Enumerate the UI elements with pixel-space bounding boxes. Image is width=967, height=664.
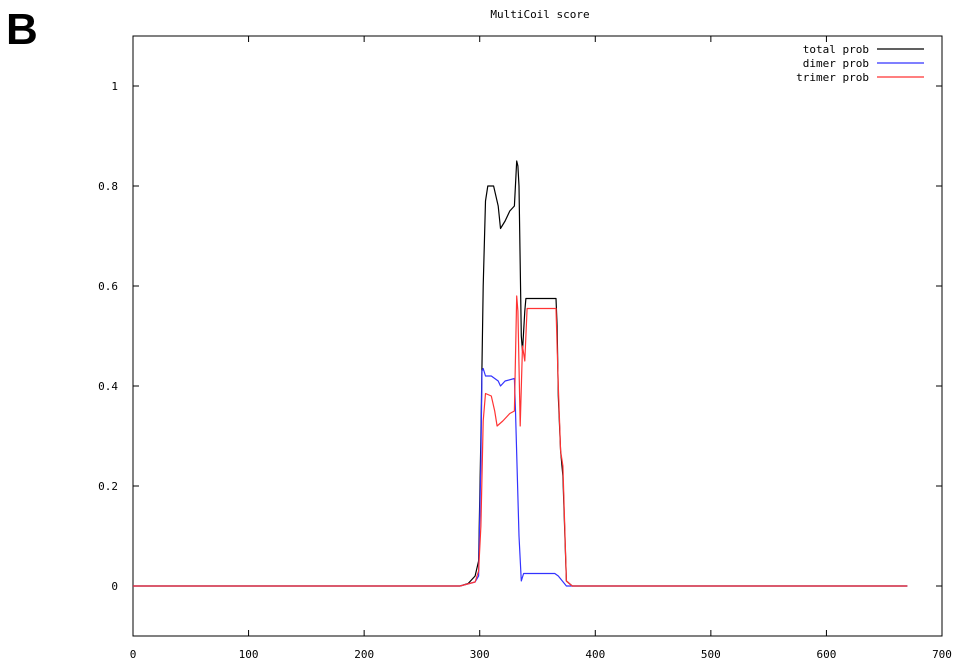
y-tick-label: 0.8 bbox=[98, 180, 118, 193]
x-tick-label: 300 bbox=[470, 648, 490, 661]
series-lines bbox=[133, 160, 908, 587]
legend-label: dimer prob bbox=[803, 57, 869, 70]
chart-title: MultiCoil score bbox=[490, 8, 589, 21]
y-tick-label: 0 bbox=[111, 580, 118, 593]
y-tick-label: 0.2 bbox=[98, 480, 118, 493]
series-line-total-prob bbox=[133, 160, 908, 587]
y-tick-label: 0.4 bbox=[98, 380, 118, 393]
y-tick-label: 0.6 bbox=[98, 280, 118, 293]
x-tick-label: 500 bbox=[701, 648, 721, 661]
y-tick-label: 1 bbox=[111, 80, 118, 93]
panel-label: B bbox=[6, 5, 38, 54]
x-tick-label: 400 bbox=[585, 648, 605, 661]
x-tick-label: 0 bbox=[130, 648, 137, 661]
x-tick-label: 700 bbox=[932, 648, 952, 661]
plot-frame bbox=[132, 35, 943, 637]
ticks-layer: 0 100 200 300 400 500 600 700 0 0.2 0.4 0.6 0.8 1 bbox=[98, 36, 952, 661]
x-tick-label: 100 bbox=[239, 648, 259, 661]
series-line-trimer-prob bbox=[133, 295, 908, 587]
x-tick-label: 600 bbox=[816, 648, 836, 661]
legend-label: total prob bbox=[803, 43, 869, 56]
legend-label: trimer prob bbox=[796, 71, 869, 84]
series-line-dimer-prob bbox=[133, 367, 908, 587]
x-tick-label: 200 bbox=[354, 648, 374, 661]
